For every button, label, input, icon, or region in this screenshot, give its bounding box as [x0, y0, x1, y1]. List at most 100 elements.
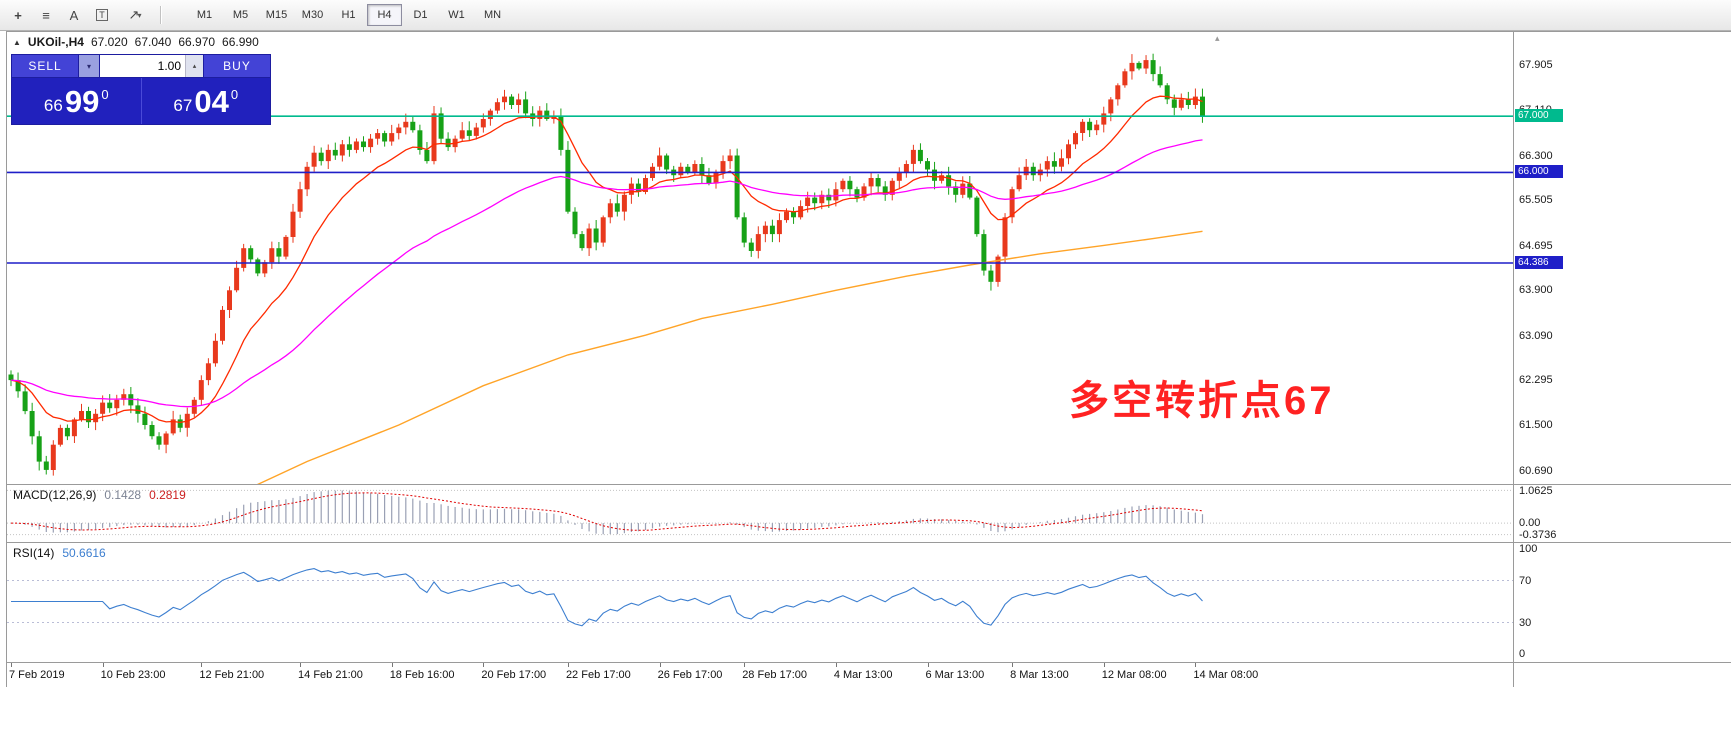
tf-button-m15[interactable]: M15 [265, 9, 288, 21]
chevron-down-icon: ▾ [137, 10, 142, 20]
buy-button[interactable]: BUY [204, 55, 270, 77]
tf-button-m30[interactable]: M30 [301, 9, 324, 21]
text-label-icon[interactable]: T [89, 3, 115, 27]
toolbar: + ≡ A T ↗ ▾ M1 M5 M15 M30 H1 H4 D1 W1 MN [0, 0, 1731, 31]
lines-glyph: ≡ [42, 7, 50, 23]
tf-button-d1[interactable]: D1 [413, 9, 428, 21]
time-axis-label: 8 Mar 13:00 [1010, 669, 1069, 681]
sell-price[interactable]: 66 99 0 [12, 78, 141, 124]
time-axis-label: 7 Feb 2019 [9, 669, 65, 681]
price-pane: 67.90567.11066.30065.50564.69563.90063.0… [7, 32, 1731, 484]
rsi-line [11, 568, 1203, 627]
chevron-down-icon: ▾ [86, 61, 91, 71]
macd-label: MACD(12,26,9) 0.1428 0.2819 [13, 488, 186, 502]
macd-histogram [17, 490, 1204, 535]
tf-button-m1[interactable]: M1 [196, 9, 213, 21]
price-axis-label: 60.690 [1519, 464, 1553, 477]
time-axis-tick [744, 663, 746, 667]
tf-button-m5[interactable]: M5 [232, 9, 249, 21]
rsi-chart-svg[interactable] [7, 543, 1513, 662]
time-axis[interactable]: 7 Feb 2019 10 Feb 23:00 12 Feb 21:00 14 Feb… [7, 663, 1731, 687]
macd-main-value: 0.1428 [104, 488, 142, 502]
macd-name: MACD(12,26,9) [13, 488, 97, 502]
arrow-glyph: ↗ [128, 7, 140, 22]
time-axis-label: 14 Mar 08:00 [1193, 669, 1259, 681]
time-axis-tick [567, 663, 569, 667]
macd-axis-label: -0.3736 [1519, 528, 1557, 541]
time-axis-label: 4 Mar 13:00 [833, 669, 893, 681]
crosshair-glyph: + [14, 7, 22, 23]
symbol-arrow-icon: ▲ [13, 37, 21, 47]
rsi-pane: 100 70 30 0 RSI(14) 50.6616 [7, 543, 1731, 662]
text-glyph: A [69, 7, 79, 23]
price-level-badge[interactable]: 64.386 [1515, 255, 1563, 269]
volume-field [100, 55, 185, 77]
time-axis-label: 12 Feb 21:00 [199, 669, 265, 681]
medium-ma [10, 139, 1203, 408]
macd-signal-value: 0.2819 [149, 488, 186, 502]
time-axis-tick [11, 663, 12, 667]
volume-up-button[interactable]: ▴ [185, 55, 204, 77]
rsi-axis-label: 100 [1519, 543, 1538, 555]
rsi-label: RSI(14) 50.6616 [13, 546, 106, 560]
tf-button-w1[interactable]: W1 [448, 9, 465, 21]
buy-price-sup: 0 [230, 87, 239, 102]
price-level-badge[interactable]: 66.000 [1515, 165, 1563, 179]
price-axis-label: 66.300 [1519, 149, 1553, 162]
arrow-tools-icon[interactable]: ↗ ▾ [117, 3, 153, 27]
time-axis-tick [927, 663, 929, 667]
price-level-badge[interactable]: 67.000 [1515, 109, 1563, 123]
macd-axis-label: 0.00 [1519, 517, 1541, 530]
ohlc-high: 67.040 [134, 35, 172, 49]
macd-signal-line [10, 492, 1203, 531]
time-axis-label: 12 Mar 08:00 [1101, 669, 1167, 681]
macd-pane: 1.0625 0.00 -0.3736 MACD(12,26,9) 0.1428 0… [7, 485, 1731, 542]
buy-price-pips: 04 [194, 83, 229, 119]
macd-chart-svg[interactable] [7, 485, 1513, 542]
sell-price-pips: 99 [64, 83, 100, 119]
symbol-name: UKOil-,H4 [27, 35, 84, 49]
rsi-value: 50.6616 [62, 546, 106, 560]
price-axis: 67.90567.11066.30065.50564.69563.90063.0… [1513, 32, 1731, 484]
symbol-info-line: ▲ UKOil-,H4 67.020 67.040 66.970 66.990 [13, 35, 259, 49]
rsi-axis-label: 70 [1519, 574, 1532, 587]
price-axis-label: 63.090 [1519, 329, 1553, 342]
chart-annotation-text[interactable]: 多空转折点67 [1069, 379, 1335, 423]
tf-button-h1[interactable]: H1 [341, 9, 356, 21]
time-axis-label: 20 Feb 17:00 [481, 669, 547, 681]
pane-divider [7, 484, 1731, 485]
rsi-axis-label: 30 [1519, 616, 1532, 629]
sell-price-sup: 0 [101, 87, 109, 102]
text-icon[interactable]: A [61, 3, 87, 27]
volume-input[interactable] [100, 55, 185, 77]
ohlc-close: 66.990 [222, 35, 259, 49]
sell-price-base: 66 [43, 95, 63, 115]
time-axis-tick [391, 663, 393, 667]
line-studies-icon[interactable]: ≡ [33, 3, 59, 27]
time-axis-tick [300, 663, 302, 667]
tf-button-mn[interactable]: MN [483, 9, 502, 21]
price-axis-label: 62.295 [1519, 374, 1553, 387]
buy-price[interactable]: 67 04 0 [140, 78, 271, 124]
rsi-name: RSI(14) [13, 546, 55, 560]
chevron-up-icon: ▴ [192, 63, 197, 70]
timeframe-group: M1 M5 M15 M30 H1 H4 D1 W1 MN [187, 4, 510, 26]
time-axis-tick [201, 663, 203, 667]
order-type-dropdown[interactable]: ▾ [78, 55, 100, 77]
time-axis-label: 28 Feb 17:00 [742, 669, 808, 681]
ohlc-low: 66.970 [178, 35, 216, 49]
price-axis-label: 63.900 [1519, 284, 1553, 297]
time-axis-tick [1195, 663, 1197, 667]
chart-shift-marker[interactable]: ▴ [1215, 33, 1220, 43]
slow-ma [257, 230, 1203, 484]
time-axis-tick [1103, 663, 1105, 667]
crosshair-icon[interactable]: + [5, 3, 31, 27]
time-axis-tick [659, 663, 661, 667]
tf-button-h4[interactable]: H4 [367, 4, 402, 26]
price-chart-svg[interactable] [7, 32, 1513, 484]
sell-button[interactable]: SELL [12, 55, 78, 77]
ohlc-open: 67.020 [90, 35, 128, 49]
time-axis-tick [102, 663, 104, 667]
time-axis-label: 18 Feb 16:00 [389, 669, 455, 681]
time-axis-label: 22 Feb 17:00 [565, 669, 631, 681]
